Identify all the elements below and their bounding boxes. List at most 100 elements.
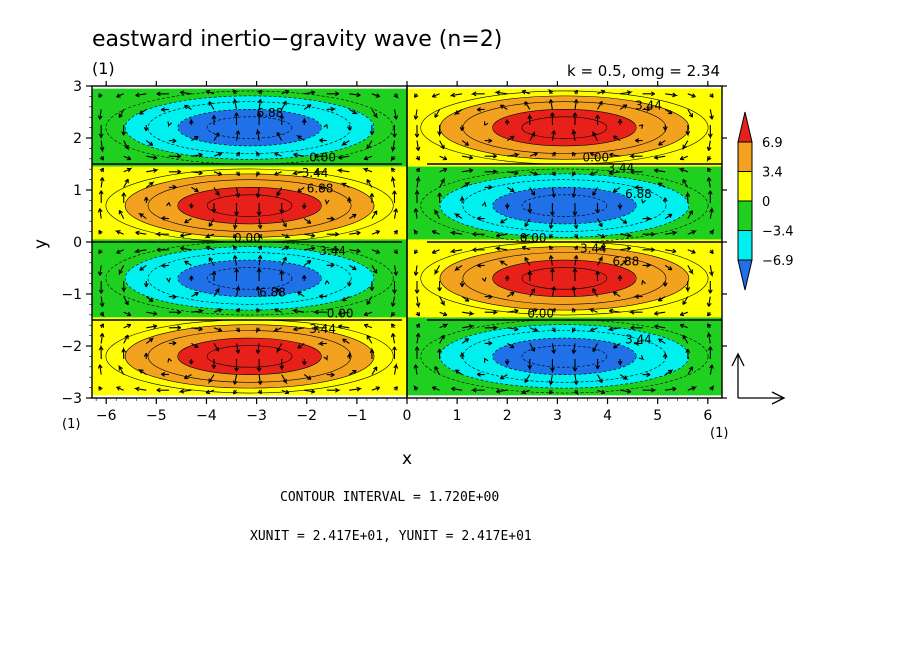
vector-arrow [550, 203, 555, 216]
vector-arrow [371, 265, 378, 274]
vector-arrow [612, 186, 621, 193]
vector-arrow [235, 327, 241, 333]
vector-arrow [213, 187, 221, 197]
vector-arrow [180, 232, 192, 238]
vector-arrow [213, 171, 223, 176]
vector-arrow [118, 265, 125, 276]
vector-arrow [548, 389, 554, 395]
vector-arrow [303, 104, 312, 110]
contour-labels: 0.003.446.886.880.003.443.446.880.006.88… [234, 98, 662, 346]
vector-arrow [707, 124, 713, 140]
vector-arrow [477, 216, 485, 221]
vector-arrow [117, 364, 125, 375]
contour-label: 0.00 [234, 231, 261, 245]
vector-arrow [484, 309, 499, 315]
vector-arrow [133, 386, 147, 392]
vector-arrow [413, 228, 419, 235]
vector-arrow [687, 93, 696, 98]
vector-arrow [472, 231, 485, 237]
vector-arrow [303, 218, 312, 224]
vector-arrow [366, 179, 373, 188]
vector-arrow [255, 128, 261, 141]
vector-arrow [213, 132, 220, 141]
vector-arrow [166, 277, 171, 284]
vector-arrow [571, 128, 577, 141]
vector-arrow [166, 202, 171, 207]
vector-arrow [414, 125, 420, 138]
vector-arrow [439, 323, 449, 329]
vector-arrow [662, 280, 668, 287]
vector-arrow [276, 343, 283, 354]
vector-arrow [347, 351, 352, 360]
vector-arrow [588, 308, 598, 313]
vector-arrow [707, 281, 713, 294]
vector-arrow [415, 167, 420, 173]
vector-arrow [314, 325, 327, 331]
vector-arrow [392, 125, 397, 138]
vector-arrow [291, 170, 305, 176]
vector-arrow [390, 311, 396, 318]
vector-arrow [506, 342, 515, 349]
vector-arrow [484, 169, 499, 175]
contour-fill-region [178, 109, 322, 146]
vector-arrow [324, 199, 330, 206]
vector-arrow [191, 342, 199, 349]
vector-arrow [143, 196, 149, 203]
vector-arrow [281, 218, 287, 228]
vector-arrow [620, 246, 632, 251]
contour-line [462, 101, 667, 154]
contour-label: 3.44 [319, 244, 346, 258]
vector-arrow [454, 369, 463, 376]
contour-interval-text: CONTOUR INTERVAL = 1.720E+00 [280, 490, 499, 505]
x-tick-label: −6 [96, 408, 117, 424]
vector-arrow [213, 152, 223, 157]
vector-arrow [234, 266, 239, 282]
contour-line [206, 116, 293, 139]
vector-arrow [653, 310, 666, 316]
vector-arrow [191, 308, 205, 314]
vector-arrow [597, 89, 606, 95]
vector-arrow [168, 340, 177, 346]
contour-label: 3.44 [309, 322, 336, 336]
vector-arrow [390, 333, 396, 344]
vector-arrow [340, 182, 350, 188]
vector-arrow [571, 187, 577, 198]
vector-arrow [439, 177, 445, 188]
vector-arrow [293, 152, 305, 158]
y-tick-label: 0 [73, 235, 82, 251]
x-tick-label: 1 [453, 408, 462, 424]
vector-arrow [213, 286, 220, 297]
vector-arrow [620, 233, 633, 238]
contour-line [439, 246, 690, 311]
vector-arrow [133, 248, 147, 254]
y-tick-label: −2 [61, 339, 82, 355]
contour-line [420, 319, 709, 394]
vector-arrow [481, 200, 487, 207]
vector-arrow [205, 89, 215, 95]
vector-arrow [369, 347, 375, 360]
contour-label: 3.44 [635, 98, 662, 112]
vector-arrow [256, 112, 262, 125]
unit-arrow-x [738, 391, 786, 405]
vector-arrow [628, 153, 643, 159]
vector-arrow [642, 247, 655, 253]
vector-arrow [189, 202, 194, 209]
vector-arrow [281, 245, 290, 251]
vector-arrow [454, 264, 463, 272]
chart-subtitle-left: (1) [92, 59, 115, 78]
vector-arrow [685, 124, 691, 137]
vector-arrow [205, 389, 215, 395]
vector-arrow [349, 369, 357, 376]
vector-arrow [685, 191, 691, 204]
contour-label: 6.88 [613, 254, 640, 268]
contour-lines [105, 90, 709, 394]
vector-arrow [415, 296, 421, 309]
vector-arrow [293, 326, 305, 332]
vector-arrow [297, 291, 305, 298]
vector-arrow [506, 135, 515, 142]
vector-arrow [462, 168, 474, 173]
vector-arrow [235, 151, 241, 157]
vector-arrow [507, 308, 519, 314]
vector-arrow [208, 374, 215, 385]
vector-arrow [123, 334, 129, 344]
